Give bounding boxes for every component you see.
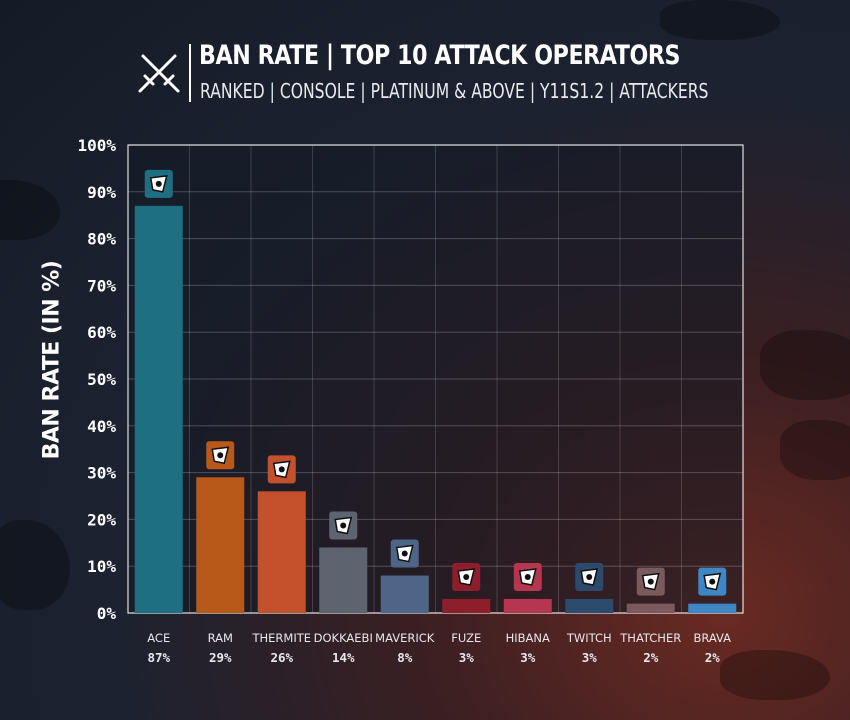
title-divider bbox=[189, 44, 191, 102]
y-tick-label: 0% bbox=[97, 604, 117, 623]
thatcher-icon bbox=[636, 567, 665, 596]
y-tick-label: 30% bbox=[87, 464, 116, 483]
bar-ace bbox=[134, 205, 183, 613]
hibana-icon bbox=[513, 562, 542, 591]
twitch-icon bbox=[575, 562, 604, 591]
x-tick-label: ACE bbox=[147, 631, 170, 645]
chart-subtitle: RANKED | CONSOLE | PLATINUM & ABOVE | Y1… bbox=[200, 79, 709, 103]
bar-brava bbox=[688, 603, 737, 613]
y-tick-label: 50% bbox=[87, 370, 116, 389]
background-shard bbox=[660, 0, 780, 40]
dokkaebi-icon bbox=[329, 511, 358, 540]
crossed-swords-icon bbox=[138, 54, 180, 93]
plot-border bbox=[127, 144, 744, 614]
y-tick-label: 60% bbox=[87, 323, 116, 342]
chart-title: BAN RATE | TOP 10 ATTACK OPERATORS bbox=[199, 40, 681, 71]
x-tick-label: MAVERICK bbox=[375, 631, 435, 645]
y-tick-label: 90% bbox=[87, 183, 116, 202]
value-label: 8% bbox=[397, 650, 413, 665]
bar-twitch bbox=[565, 598, 614, 613]
y-tick-label: 80% bbox=[87, 230, 116, 249]
background-shard bbox=[0, 520, 70, 610]
bar-ram bbox=[196, 477, 245, 613]
background-shard bbox=[780, 420, 850, 480]
value-label: 3% bbox=[459, 650, 475, 665]
bar-hibana bbox=[503, 598, 552, 613]
value-label: 29% bbox=[209, 650, 232, 665]
y-tick-label: 10% bbox=[87, 557, 116, 576]
y-tick-label: 70% bbox=[87, 276, 116, 295]
x-tick-label: RAM bbox=[208, 631, 233, 645]
brava-icon bbox=[698, 567, 727, 596]
ace-icon bbox=[144, 169, 173, 198]
bar-thatcher bbox=[626, 603, 675, 613]
x-tick-label: DOKKAEBI bbox=[314, 631, 373, 645]
background-shard bbox=[760, 330, 850, 400]
value-label: 87% bbox=[147, 650, 170, 665]
background-shard bbox=[720, 650, 830, 700]
bar-maverick bbox=[380, 575, 429, 613]
y-tick-label: 100% bbox=[77, 136, 116, 155]
bar-thermite bbox=[257, 491, 306, 613]
x-tick-label: HIBANA bbox=[506, 631, 550, 645]
x-tick-label: THATCHER bbox=[619, 631, 681, 645]
y-tick-label: 20% bbox=[87, 510, 116, 529]
bar-fuze bbox=[442, 598, 491, 613]
maverick-icon bbox=[390, 539, 419, 568]
fuze-icon bbox=[452, 562, 481, 591]
value-label: 3% bbox=[582, 650, 598, 665]
y-tick-label: 40% bbox=[87, 417, 116, 436]
value-label: 2% bbox=[705, 650, 721, 665]
x-tick-label: TWITCH bbox=[566, 631, 612, 645]
value-label: 3% bbox=[520, 650, 536, 665]
x-tick-label: FUZE bbox=[451, 631, 481, 645]
x-tick-label: BRAVA bbox=[693, 631, 731, 645]
chart-header: BAN RATE | TOP 10 ATTACK OPERATORS RANKE… bbox=[137, 40, 737, 110]
thermite-icon bbox=[267, 455, 296, 484]
x-tick-label: THERMITE bbox=[251, 631, 311, 645]
value-label: 14% bbox=[332, 650, 355, 665]
value-label: 26% bbox=[270, 650, 293, 665]
bar-dokkaebi bbox=[319, 547, 368, 613]
ram-icon bbox=[206, 441, 235, 470]
value-label: 2% bbox=[643, 650, 659, 665]
